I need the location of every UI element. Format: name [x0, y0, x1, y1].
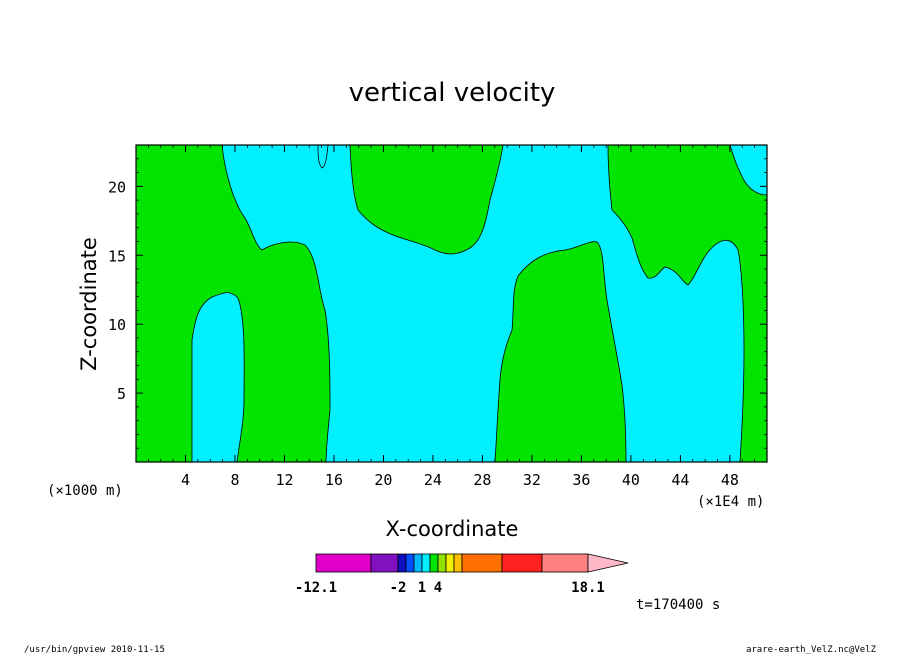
green-region-upper-center	[349, 144, 504, 255]
colorbar-swatch	[413, 553, 423, 573]
colorbar-swatch	[315, 553, 372, 573]
y-axis: 5 10 15 20	[108, 158, 767, 449]
x-axis-label: X-coordinate	[386, 517, 519, 541]
x-unit-left: (×1000 m)	[47, 483, 123, 499]
x-tick-label: 44	[671, 471, 689, 489]
x-tick-label: 40	[622, 471, 640, 489]
plot-frame	[135, 144, 768, 463]
plot-area	[135, 144, 768, 463]
colorbar-labels: -12.1 -2 1 4 18.1	[295, 580, 605, 596]
colorbar-label: -2	[390, 580, 407, 596]
y-tick-label: 15	[108, 247, 126, 265]
colorbar-swatch	[461, 553, 503, 573]
colorbar-swatch	[453, 553, 463, 573]
x-axis: 4 8 12 16 20 24 28 32 36 40 44 48	[147, 145, 756, 489]
colorbar-swatch	[397, 553, 407, 573]
colorbar-swatch	[437, 553, 447, 573]
colorbar-label: 18.1	[571, 580, 605, 596]
colorbar-swatch	[445, 553, 455, 573]
y-tick-label: 5	[117, 385, 126, 403]
colorbar-swatch	[429, 553, 439, 573]
footer-left: /usr/bin/gpview 2010-11-15	[24, 645, 165, 654]
colorbar-swatch	[405, 553, 415, 573]
x-tick-label: 4	[181, 471, 190, 489]
colorbar-arrow	[587, 553, 629, 573]
colorbar-swatch	[370, 553, 399, 573]
colorbar-swatch	[421, 553, 431, 573]
x-tick-label: 12	[275, 471, 293, 489]
colorbar-label: 4	[434, 580, 442, 596]
y-axis-label: Z-coordinate	[77, 237, 101, 371]
x-tick-label: 20	[374, 471, 392, 489]
colorbar-swatch	[501, 553, 543, 573]
green-region-west	[135, 144, 331, 463]
y-tick-label: 10	[108, 316, 126, 334]
colorbar	[315, 553, 629, 573]
x-tick-label: 36	[572, 471, 590, 489]
chart-title: vertical velocity	[349, 78, 556, 108]
cyan-notch	[317, 144, 329, 169]
x-tick-label: 24	[424, 471, 442, 489]
x-tick-label: 8	[230, 471, 239, 489]
x-unit-right: (×1E4 m)	[697, 494, 764, 510]
colorbar-label: 1	[418, 580, 426, 596]
colorbar-label: -12.1	[295, 580, 337, 596]
colorbar-swatch	[541, 553, 589, 573]
x-tick-label: 16	[325, 471, 343, 489]
x-tick-label: 28	[473, 471, 491, 489]
time-label: t=170400 s	[636, 597, 720, 613]
x-tick-label: 48	[721, 471, 739, 489]
green-region-center	[494, 241, 627, 463]
y-tick-label: 20	[108, 178, 126, 196]
x-tick-label: 32	[523, 471, 541, 489]
footer-right: arare-earth_VelZ.nc@VelZ	[746, 645, 877, 654]
